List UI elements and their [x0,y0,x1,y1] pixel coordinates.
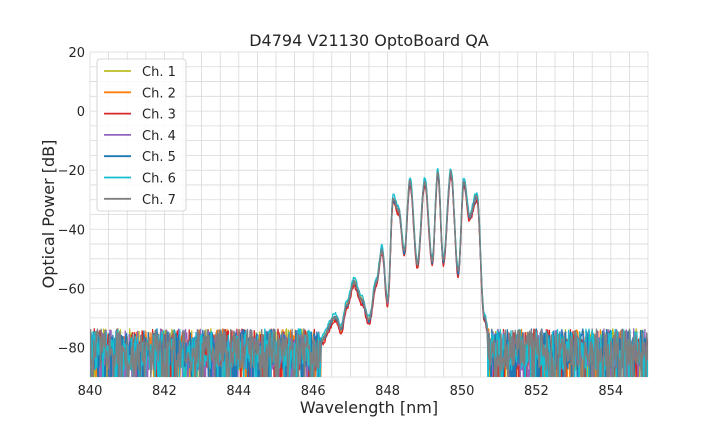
x-tick-label: 848 [375,384,400,399]
legend-label-ch2: Ch. 2 [142,86,176,101]
legend-label-ch7: Ch. 7 [142,193,176,208]
legend-label-ch6: Ch. 6 [142,172,176,187]
series-line-ch6 [90,167,648,377]
x-tick-label: 850 [450,384,475,399]
y-tick-labels: 20 0 −20 −40 −60 −80 [58,46,85,356]
legend: Ch. 1 Ch. 2 Ch. 3 Ch. 4 Ch. 5 Ch. 6 Ch. 7 [96,58,187,212]
x-axis-title: Wavelength [nm] [300,398,438,417]
legend-label-ch4: Ch. 4 [142,129,176,144]
x-tick-label: 852 [524,384,549,399]
y-tick-label: 0 [77,105,85,120]
y-tick-label: −40 [58,223,85,238]
x-tick-label: 840 [78,384,103,399]
y-tick-label: −80 [58,341,85,356]
x-tick-labels: 840 842 844 846 848 850 852 854 [78,384,624,399]
chart-title: D4794 V21130 OptoBoard QA [249,31,489,50]
legend-label-ch3: Ch. 3 [142,108,176,123]
x-tick-label: 854 [598,384,623,399]
y-tick-label: 20 [68,46,85,61]
x-tick-label: 844 [226,384,251,399]
legend-label-ch1: Ch. 1 [142,65,176,80]
y-axis-title: Optical Power [dB] [39,140,58,289]
series-line-ch7 [90,169,648,377]
series-lines [90,167,648,377]
legend-label-ch5: Ch. 5 [142,150,176,165]
y-tick-label: −20 [58,164,85,179]
legend-box [96,58,187,212]
y-tick-label: −60 [58,282,85,297]
x-tick-label: 846 [301,384,326,399]
x-tick-label: 842 [152,384,177,399]
